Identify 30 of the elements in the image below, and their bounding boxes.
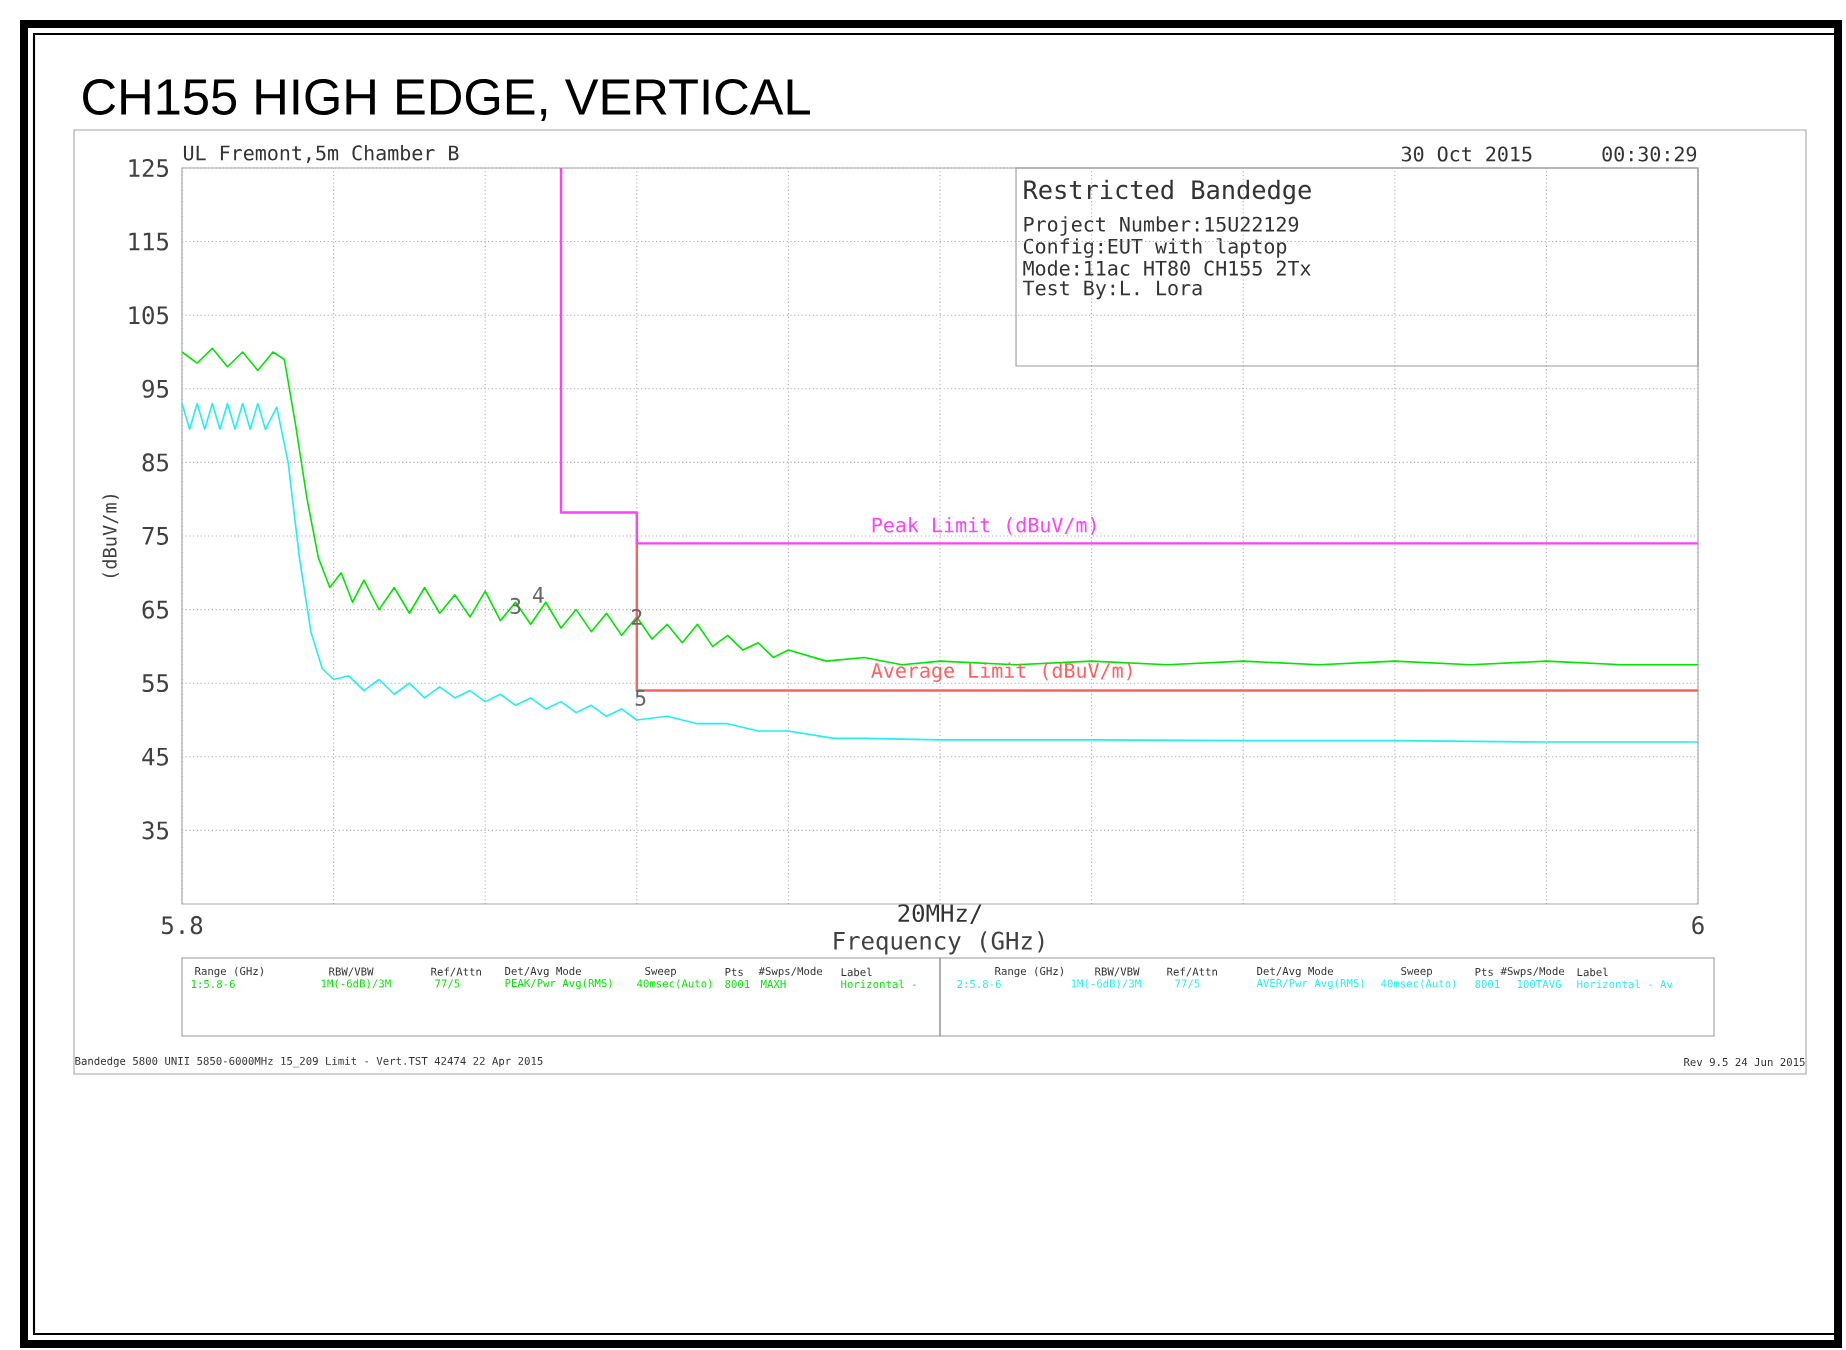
annotation: 4 (532, 587, 544, 603)
y-axis-title: (dBuV/m) (102, 494, 119, 578)
annotation: 5 (635, 689, 646, 706)
x-tick-label: 5.8 (162, 916, 203, 935)
line-series (181, 347, 1699, 666)
text: UL Fremont,5m Chamber B (183, 145, 459, 163)
text: 00:30:29 (1602, 146, 1697, 162)
y-tick-label: 95 (142, 379, 169, 398)
line-series (181, 402, 1699, 743)
annotation: Test By:L. Lora (1023, 280, 1202, 300)
y-tick-label: 45 (142, 747, 169, 766)
annotation: 20MHz/ (898, 903, 982, 924)
x-axis-title: Frequency (GHz) (834, 931, 1044, 955)
y-tick-label: 65 (142, 600, 169, 619)
y-tick-label: 55 (142, 674, 169, 693)
annotation: Config:EUT with laptop (1023, 238, 1287, 258)
series-label: Peak Limit (dBuV/m) (872, 517, 1096, 535)
y-tick-label: 105 (129, 306, 169, 325)
y-tick-label: 115 (129, 232, 169, 251)
y-tick-label: 35 (142, 821, 169, 840)
y-tick-label: 75 (142, 527, 169, 545)
series-label: Average Limit (dBuV/m) (871, 662, 1132, 683)
text: 30 Oct 2015 (1401, 146, 1532, 162)
chart-title: CH155 HIGH EDGE, VERTICAL (83, 79, 810, 121)
y-tick-label: 125 (129, 158, 169, 178)
annotation: Mode:11ac HT80 CH155 2Tx (1023, 260, 1311, 276)
annotation: Restricted Bandedge (1024, 179, 1311, 205)
annotation: Project Number:15U22129 (1024, 216, 1299, 236)
x-tick-label: 6 (1692, 916, 1704, 935)
y-tick-label: 85 (142, 453, 169, 472)
